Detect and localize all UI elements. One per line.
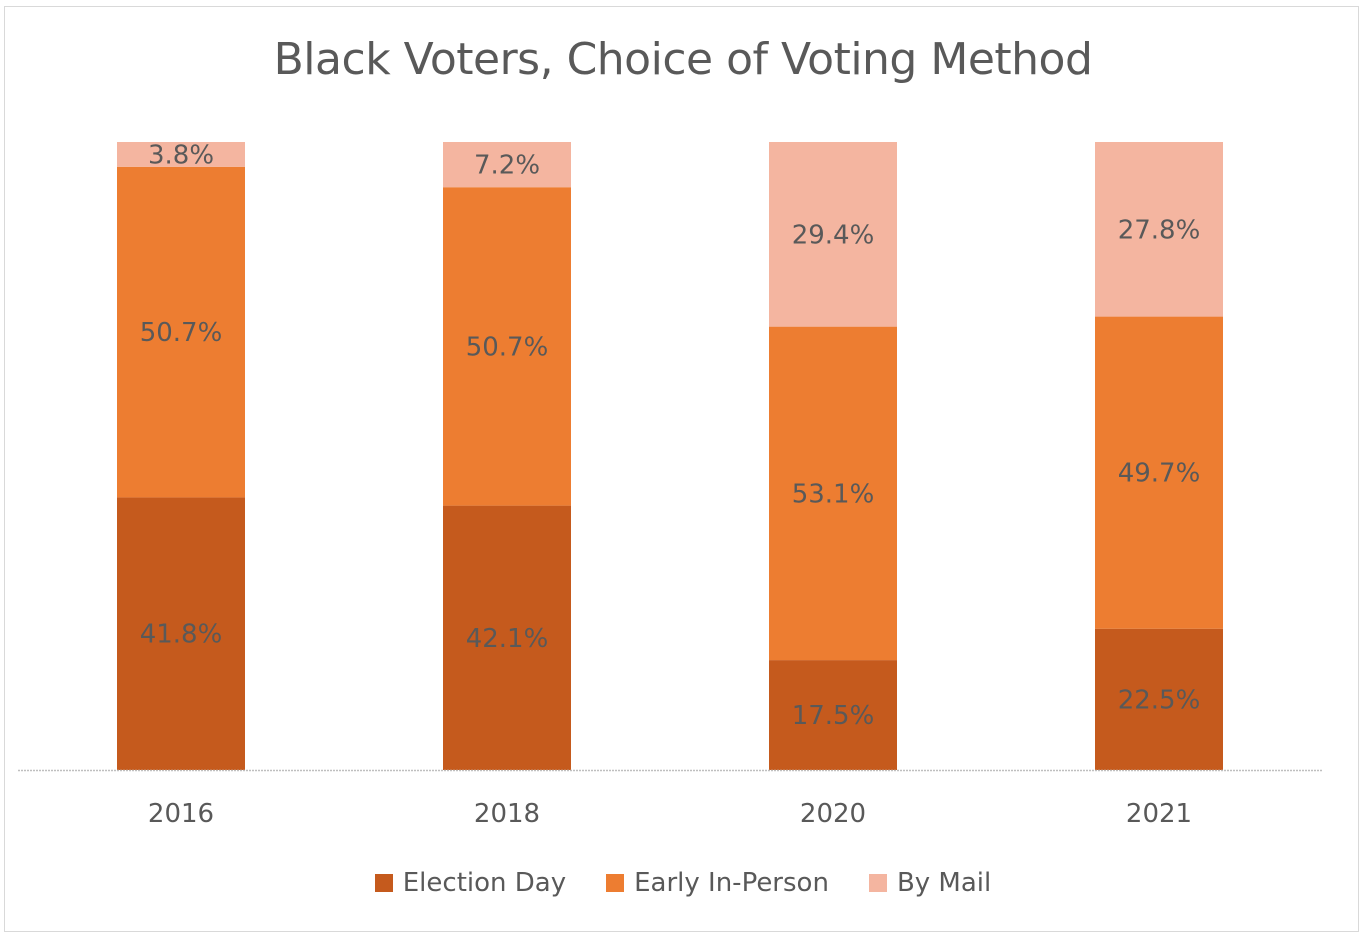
data-label: 50.7% [140, 318, 223, 348]
legend-item: Election Day [374, 868, 567, 898]
data-label: 27.8% [1118, 215, 1201, 245]
data-label: 41.8% [140, 620, 223, 650]
data-label: 53.1% [792, 479, 875, 509]
data-label: 50.7% [466, 332, 549, 362]
chart-title: Black Voters, Choice of Voting Method [273, 34, 1093, 85]
bar-segment-by-mail-2021 [1095, 142, 1223, 317]
bar-segment-election-day-2018 [443, 505, 571, 770]
chart-legend: Election Day Early In-Person By Mail [0, 868, 1366, 898]
bar-segment-early-in-person-2016 [117, 166, 245, 498]
data-label: 29.4% [792, 220, 875, 250]
bar-segment-by-mail-2020 [769, 142, 897, 327]
x-tick-label: 2018 [474, 799, 540, 829]
data-label: 17.5% [792, 701, 875, 731]
data-label: 3.8% [148, 140, 214, 170]
legend-label: Early In-Person [634, 868, 829, 898]
data-label: 42.1% [466, 624, 549, 654]
bar-segment-early-in-person-2018 [443, 187, 571, 506]
legend-item: Early In-Person [606, 868, 829, 898]
x-tick-label: 2016 [148, 799, 214, 829]
data-label: 49.7% [1118, 459, 1201, 489]
bar-segment-early-in-person-2020 [769, 326, 897, 661]
bar-segment-election-day-2020 [769, 660, 897, 770]
legend-swatch [374, 874, 393, 892]
bar-segment-early-in-person-2021 [1095, 316, 1223, 629]
bar-segment-by-mail-2016 [117, 142, 245, 167]
x-tick-label: 2020 [800, 799, 866, 829]
legend-swatch [606, 874, 625, 892]
bar-segment-by-mail-2018 [443, 142, 571, 188]
x-tick-label: 2021 [1126, 799, 1192, 829]
bar-segment-election-day-2016 [117, 497, 245, 770]
data-label: 7.2% [474, 151, 540, 181]
bar-segment-election-day-2021 [1095, 628, 1223, 770]
legend-label: Election Day [402, 868, 567, 898]
legend-item: By Mail [868, 868, 992, 898]
legend-swatch [868, 874, 887, 892]
data-label: 22.5% [1118, 685, 1201, 715]
legend-label: By Mail [896, 868, 992, 898]
